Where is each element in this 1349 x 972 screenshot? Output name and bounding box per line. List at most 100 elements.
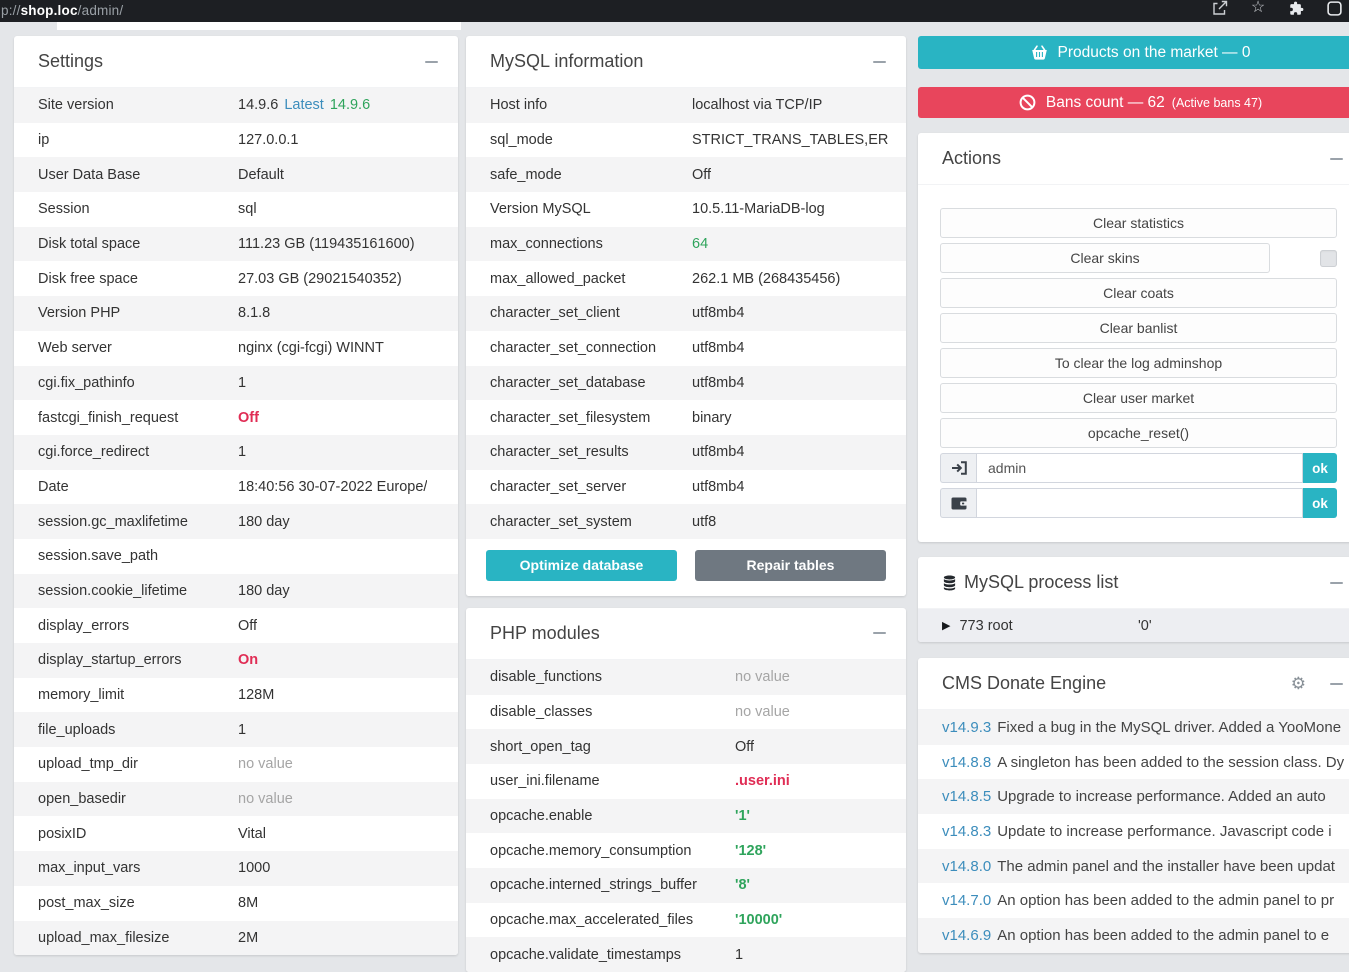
- value-segment: Off: [238, 409, 259, 426]
- mysql-key: Version MySQL: [490, 201, 591, 218]
- settings-row: open_basedir no value: [14, 781, 458, 817]
- version-link[interactable]: v14.8.5: [942, 788, 992, 806]
- clear-coats-button[interactable]: Clear coats: [940, 278, 1337, 308]
- setting-key: upload_tmp_dir: [38, 756, 138, 773]
- php-modules-panel-title: PHP modules: [490, 622, 600, 643]
- setting-key: session.save_path: [38, 548, 159, 565]
- version-link[interactable]: v14.9.3: [942, 718, 992, 736]
- wallet-ok-button[interactable]: ok: [1303, 488, 1337, 518]
- setting-key: User Data Base: [38, 166, 141, 183]
- value-segment: 64: [692, 236, 709, 253]
- repair-tables-button[interactable]: Repair tables: [695, 549, 886, 581]
- changelog-entry: v14.8.8 A singleton has been added to th…: [918, 744, 1349, 780]
- value-segment: 8.1.8: [238, 305, 271, 322]
- value-segment: utf8mb4: [692, 340, 745, 357]
- value-segment: Off: [735, 738, 755, 755]
- setting-value: no value: [238, 791, 293, 807]
- value-segment: utf8mb4: [692, 444, 745, 461]
- setting-value: 1: [238, 375, 246, 391]
- mysql-key: character_set_filesystem: [490, 409, 651, 426]
- setting-key: Date: [38, 478, 69, 495]
- value-segment: 111.23 GB (119435161600): [238, 236, 415, 253]
- php-module-row: short_open_tag Off: [466, 729, 906, 764]
- setting-value: 27.03 GB (29021540352): [238, 271, 402, 287]
- settings-row: User Data Base Default: [14, 157, 458, 193]
- database-icon: [942, 575, 957, 591]
- version-link[interactable]: v14.8.0: [942, 857, 992, 875]
- expand-play-icon[interactable]: ▶: [942, 620, 951, 632]
- username-input[interactable]: [976, 453, 1303, 483]
- setting-value: no value: [238, 756, 293, 772]
- value-segment: '10000': [735, 912, 783, 929]
- version-link[interactable]: v14.7.0: [942, 892, 992, 910]
- mysql-key: max_allowed_packet: [490, 270, 626, 287]
- clear-statistics-button[interactable]: Clear statistics: [940, 208, 1337, 238]
- value-segment: 14.9.6: [238, 97, 279, 114]
- clear-banlist-button[interactable]: Clear banlist: [940, 313, 1337, 343]
- setting-key: session.cookie_lifetime: [38, 582, 188, 599]
- process-state: '0': [1138, 617, 1152, 634]
- changelog-text: An option has been added to the admin pa…: [997, 926, 1330, 944]
- bans-count-button[interactable]: Bans count — 62 (Active bans 47): [918, 87, 1349, 118]
- collapse-minus-icon[interactable]: [1330, 682, 1343, 685]
- setting-key: file_uploads: [38, 721, 116, 738]
- cms-panel-title: CMS Donate Engine: [942, 673, 1107, 693]
- collapse-minus-icon[interactable]: [1330, 581, 1343, 584]
- gear-icon[interactable]: ⚙: [1290, 674, 1306, 693]
- php-key: disable_classes: [490, 703, 593, 720]
- settings-row: Date 18:40:56 30-07-2022 Europe/: [14, 469, 458, 505]
- setting-value: 14.9.6 Latest 14.9.6: [238, 97, 370, 113]
- php-value: 1: [735, 947, 743, 963]
- setting-key: memory_limit: [38, 687, 125, 704]
- value-segment: 8M: [238, 895, 259, 912]
- setting-key: open_basedir: [38, 791, 126, 808]
- collapse-minus-icon[interactable]: [1330, 157, 1343, 160]
- value-segment: no value: [735, 669, 790, 686]
- mysql-value: utf8mb4: [692, 479, 744, 495]
- php-value: Off: [735, 739, 754, 755]
- value-segment: '1': [735, 808, 750, 825]
- bookmark-star-icon[interactable]: ☆: [1250, 0, 1266, 16]
- setting-value: 128M: [238, 687, 274, 703]
- setting-key: display_errors: [38, 617, 130, 634]
- setting-key: session.gc_maxlifetime: [38, 513, 188, 530]
- collapse-minus-icon[interactable]: [425, 60, 438, 63]
- version-link[interactable]: v14.8.8: [942, 753, 992, 771]
- clear-skins-button[interactable]: Clear skins: [940, 243, 1270, 273]
- settings-row: display_errors Off: [14, 608, 458, 643]
- changelog-text: Update to increase performance. Javascri…: [997, 822, 1332, 840]
- mysql-value: localhost via TCP/IP: [692, 97, 822, 113]
- setting-key: Site version: [38, 97, 114, 114]
- value-segment: 27.03 GB (29021540352): [238, 270, 402, 287]
- setting-key: Web server: [38, 340, 112, 357]
- optimize-database-button[interactable]: Optimize database: [486, 549, 677, 581]
- products-on-market-button[interactable]: Products on the market — 0: [918, 36, 1349, 69]
- username-ok-button[interactable]: ok: [1303, 453, 1337, 483]
- settings-row: posixID Vital: [14, 816, 458, 852]
- value-segment: 1: [238, 721, 247, 738]
- clear-user-market-button[interactable]: Clear user market: [940, 383, 1337, 413]
- clear-skins-checkbox[interactable]: [1320, 249, 1337, 267]
- value-segment: 180 day: [238, 582, 290, 599]
- mysql-info-row: max_connections 64: [466, 226, 906, 262]
- browser-profile-icon[interactable]: [1325, 0, 1343, 17]
- value-segment: 1000: [238, 860, 271, 877]
- php-key: disable_functions: [490, 669, 603, 686]
- setting-key: Disk free space: [38, 270, 138, 287]
- collapse-minus-icon[interactable]: [873, 60, 886, 63]
- value-segment[interactable]: Latest: [284, 97, 324, 114]
- share-icon[interactable]: [1211, 0, 1229, 17]
- php-module-row: disable_classes no value: [466, 694, 906, 730]
- setting-key: max_input_vars: [38, 860, 141, 877]
- collapse-minus-icon[interactable]: [873, 632, 886, 635]
- version-link[interactable]: v14.8.3: [942, 822, 992, 840]
- setting-key: cgi.fix_pathinfo: [38, 374, 135, 391]
- wallet-input[interactable]: [976, 488, 1303, 518]
- version-link[interactable]: v14.6.9: [942, 926, 992, 944]
- opcache-reset-button[interactable]: opcache_reset(): [940, 418, 1337, 448]
- changelog-text: An option has been added to the admin pa…: [997, 892, 1335, 910]
- clear-log-adminshop-button[interactable]: To clear the log adminshop: [940, 348, 1337, 378]
- settings-row: upload_max_filesize 2M: [14, 920, 458, 956]
- extensions-puzzle-icon[interactable]: [1287, 0, 1305, 17]
- value-segment: binary: [692, 409, 732, 426]
